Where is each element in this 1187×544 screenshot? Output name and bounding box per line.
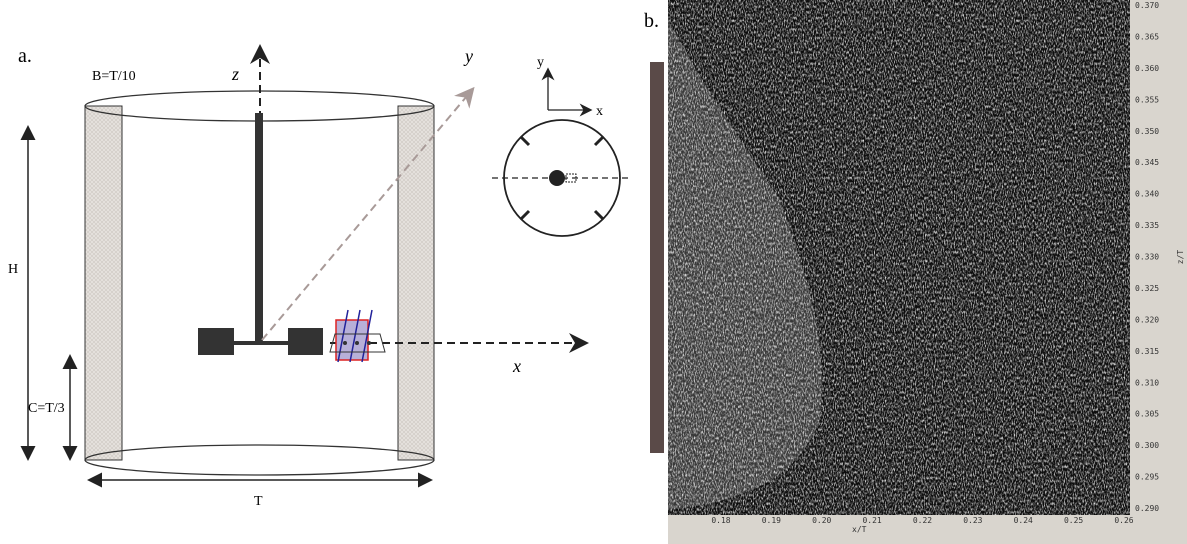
y-tick-label: 0.320 — [1135, 315, 1159, 324]
y-tick-label: 0.315 — [1135, 347, 1159, 356]
vector-field-panel: b. x/T z/T 0.18 0.19 0.20 0.21 0.22 0.23 0.24 0… — [644, 0, 1187, 544]
impeller-blade — [288, 328, 323, 355]
y-tick-label: 0.290 — [1135, 504, 1159, 513]
clearance-label: C=T/3 — [28, 401, 65, 416]
impeller-arm — [234, 341, 288, 345]
y-tick-label: 0.325 — [1135, 284, 1159, 293]
x-tick-label: 0.22 — [913, 516, 932, 525]
baffle — [398, 106, 434, 460]
y-tick-label: 0.370 — [1135, 1, 1159, 10]
inset-y-label: y — [537, 55, 544, 70]
measurement-planes — [330, 310, 385, 362]
x-tick-label: 0.25 — [1064, 516, 1083, 525]
x-tick-label: 0.24 — [1014, 516, 1033, 525]
baffle-label: B=T/10 — [92, 69, 136, 84]
y-tick-label: 0.350 — [1135, 127, 1159, 136]
tank-bottom — [85, 445, 434, 475]
x-title: x/T — [852, 525, 867, 534]
y-tick-label: 0.310 — [1135, 378, 1159, 387]
x-tick-label: 0.23 — [963, 516, 982, 525]
shaft — [255, 113, 263, 343]
figure: a. B=T/10 z y x H C=T/3 T — [0, 0, 1187, 544]
y-tick-label: 0.300 — [1135, 441, 1159, 450]
height-label: H — [8, 262, 18, 277]
y-tick-label: 0.345 — [1135, 158, 1159, 167]
diameter-label: T — [254, 494, 263, 509]
panel-label: a. — [18, 45, 32, 67]
y-axis — [262, 90, 472, 340]
y-label: y — [463, 46, 473, 66]
x-tick-label: 0.19 — [762, 516, 781, 525]
x-label: x — [512, 356, 521, 376]
shaft-top — [549, 170, 565, 186]
inset-x-label: x — [596, 104, 603, 119]
y-title: z/T — [1176, 250, 1185, 265]
y-tick-label: 0.360 — [1135, 64, 1159, 73]
tank-diagram: a. B=T/10 z y x H C=T/3 T — [8, 45, 628, 509]
x-tick-label: 0.18 — [711, 516, 730, 525]
y-tick-label: 0.355 — [1135, 95, 1159, 104]
z-label: z — [231, 64, 239, 84]
y-tick-label: 0.335 — [1135, 221, 1159, 230]
y-tick-label: 0.365 — [1135, 32, 1159, 41]
x-tick-label: 0.21 — [862, 516, 881, 525]
panel-label: b. — [644, 10, 659, 32]
y-tick-label: 0.340 — [1135, 190, 1159, 199]
impeller-blade — [198, 328, 234, 355]
baffle — [85, 106, 122, 460]
y-tick-label: 0.330 — [1135, 253, 1159, 262]
y-tick-label: 0.305 — [1135, 410, 1159, 419]
x-tick-label: 0.26 — [1114, 516, 1133, 525]
x-tick-label: 0.20 — [812, 516, 831, 525]
baffle-edge — [650, 62, 664, 453]
y-tick-label: 0.295 — [1135, 473, 1159, 482]
